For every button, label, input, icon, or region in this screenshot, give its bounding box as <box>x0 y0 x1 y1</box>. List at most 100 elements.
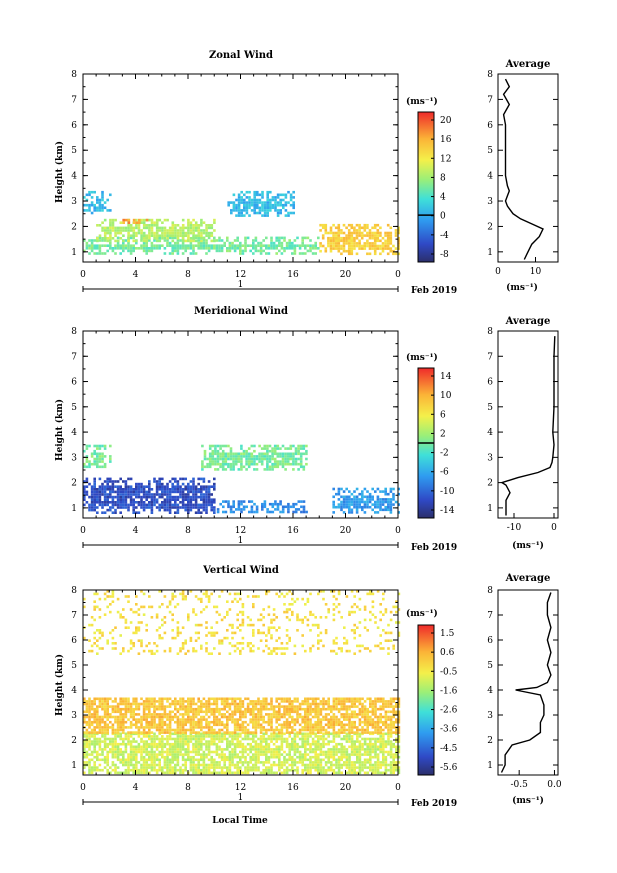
heatmap-cell <box>327 244 330 248</box>
heatmap-cell <box>205 508 208 512</box>
heatmap-cell <box>347 242 351 245</box>
heatmap-cell <box>129 748 133 751</box>
heatmap-cell <box>327 702 330 706</box>
heatmap-cell <box>174 768 177 772</box>
heatmap-cell <box>267 737 271 741</box>
heatmap-cell <box>171 750 174 754</box>
heatmap-cell <box>250 455 254 458</box>
heatmap-cell <box>245 468 248 471</box>
heatmap-cell <box>296 707 299 711</box>
heatmap-cell <box>387 498 390 501</box>
heatmap-cell <box>83 700 86 703</box>
heatmap-cell <box>366 758 369 762</box>
heatmap-cell <box>327 242 330 245</box>
heatmap-cell <box>330 748 333 751</box>
heatmap-cell <box>269 190 272 194</box>
heatmap-cell <box>116 490 120 494</box>
heatmap-cell <box>119 697 122 701</box>
heatmap-cell <box>347 236 351 240</box>
heatmap-cell <box>207 705 211 708</box>
heatmap-cell <box>239 710 242 714</box>
heatmap-cell <box>256 203 259 207</box>
heatmap-cell <box>231 763 234 767</box>
heatmap-cell <box>226 720 229 724</box>
heatmap-cell <box>262 249 265 253</box>
heatmap-cell <box>270 720 273 724</box>
heatmap-cell <box>229 452 233 456</box>
heatmap-cell <box>268 455 272 458</box>
heatmap-cell <box>197 710 200 714</box>
heatmap-cell <box>265 745 268 749</box>
heatmap-cell <box>189 237 193 240</box>
heatmap-cell <box>220 766 224 769</box>
heatmap-cell <box>345 495 348 499</box>
heatmap-cell <box>103 206 107 210</box>
heatmap-cell <box>236 766 239 769</box>
heatmap-cell <box>257 761 260 764</box>
heatmap-cell <box>187 244 190 247</box>
heatmap-cell <box>109 457 112 461</box>
heatmap-cell <box>90 503 94 507</box>
heatmap-cell <box>187 506 190 509</box>
heatmap-cell <box>270 750 273 754</box>
heatmap-cell <box>226 731 229 734</box>
heatmap-cell <box>109 750 112 754</box>
heatmap-cell <box>355 234 359 237</box>
heatmap-cell <box>314 763 317 767</box>
heatmap-cell <box>223 748 226 751</box>
heatmap-cell <box>111 753 115 756</box>
heatmap-cell <box>202 231 206 235</box>
heatmap-cell <box>293 737 297 741</box>
heatmap-cell <box>246 766 250 769</box>
heatmap-cell <box>211 457 215 461</box>
heatmap-cell <box>274 500 277 503</box>
heatmap-cell <box>218 723 221 727</box>
heatmap-cell <box>179 247 182 250</box>
heatmap-cell <box>373 244 377 248</box>
heatmap-cell <box>207 503 211 507</box>
heatmap-cell <box>244 720 247 724</box>
heatmap-cell <box>265 740 268 743</box>
heatmap-cell <box>306 249 310 253</box>
heatmap-cell <box>350 239 354 243</box>
heatmap-cell <box>90 452 94 456</box>
heatmap-cell <box>106 209 109 212</box>
heatmap-cell <box>187 720 190 724</box>
heatmap-cell <box>245 196 249 199</box>
heatmap-cell <box>269 201 272 204</box>
heatmap-cell <box>285 771 289 775</box>
heatmap-cell <box>132 768 135 772</box>
avg-y-tick-label: 4 <box>487 172 493 182</box>
heatmap-cell <box>332 239 335 243</box>
heatmap-cell <box>176 480 180 483</box>
heatmap-cell <box>103 758 107 762</box>
heatmap-cell <box>317 745 320 749</box>
heatmap-cell <box>215 735 219 738</box>
heatmap-cell <box>272 731 276 734</box>
heatmap-cell <box>129 723 133 727</box>
heatmap-cell <box>96 224 99 227</box>
heatmap-cell <box>270 771 273 775</box>
heatmap-cell <box>284 209 288 212</box>
heatmap-cell <box>340 697 343 701</box>
heatmap-cell <box>171 244 174 247</box>
heatmap-cell <box>213 477 216 481</box>
heatmap-cell <box>314 247 317 250</box>
heatmap-cell <box>322 735 325 738</box>
heatmap-cell <box>368 247 372 250</box>
heatmap-cell <box>166 503 169 507</box>
heatmap-cell <box>96 707 99 711</box>
heatmap-cell <box>93 457 96 461</box>
heatmap-cell <box>122 229 125 232</box>
heatmap-cell <box>127 237 130 240</box>
heatmap-cell <box>361 505 364 509</box>
heatmap-cell <box>254 236 258 240</box>
heatmap-cell <box>158 488 161 491</box>
heatmap-cell <box>254 700 258 703</box>
avg-title-vertical: Average <box>505 573 551 584</box>
heatmap-cell <box>166 763 169 767</box>
heatmap-cell <box>237 203 241 207</box>
heatmap-cell <box>253 209 256 212</box>
heatmap-cell <box>83 718 86 721</box>
heatmap-cell <box>298 713 302 716</box>
